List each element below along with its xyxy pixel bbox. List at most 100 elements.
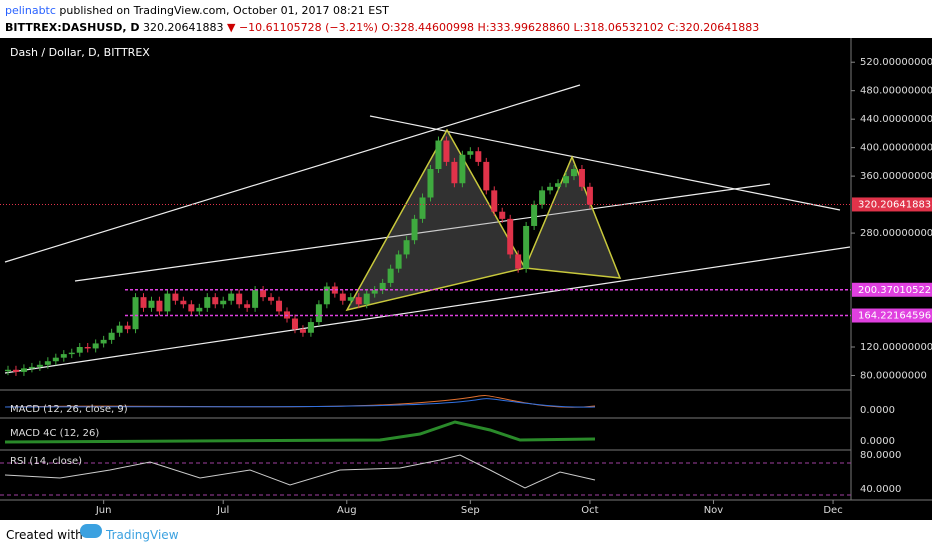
candle <box>156 300 163 312</box>
x-tick-label: Oct <box>581 505 598 516</box>
macd4c-hist <box>4 420 596 444</box>
price-label: 164.22164596 <box>858 311 931 322</box>
candle <box>467 151 474 155</box>
candle <box>212 297 219 305</box>
candle <box>260 290 267 298</box>
indicator-title: MACD (12, 26, close, 9) <box>10 404 128 415</box>
y-tick-label: 280.00000000 <box>860 228 932 239</box>
candle <box>299 329 306 333</box>
candle <box>555 183 562 187</box>
candle <box>339 293 346 301</box>
change: ▼ −10.61105728 (−3.21%) <box>226 21 378 34</box>
candle <box>276 300 283 312</box>
candle <box>419 197 426 219</box>
background <box>0 38 932 520</box>
open: O:328.44600998 <box>381 21 475 34</box>
x-tick-label: Dec <box>823 505 842 516</box>
candle <box>84 346 91 349</box>
candle <box>443 140 450 162</box>
x-tick-label: Nov <box>704 505 724 516</box>
candle <box>499 211 506 219</box>
price-label-bg <box>852 282 932 297</box>
price: 320.20641883 <box>143 21 224 34</box>
indicator-tick: 0.0000 <box>860 405 895 416</box>
indicator-tick: 0.0000 <box>860 436 895 447</box>
candle <box>539 190 546 205</box>
candle <box>172 293 179 301</box>
pattern-triangle <box>345 128 527 312</box>
candle <box>395 254 402 269</box>
price-label-bg <box>852 308 932 323</box>
candle <box>12 369 19 372</box>
price-label: 320.20641883 <box>858 199 931 210</box>
y-tick-label: 400.00000000 <box>860 143 932 154</box>
candle <box>124 325 131 330</box>
publish-line: pelinabtc published on TradingView.com, … <box>5 4 389 17</box>
candle <box>148 300 155 308</box>
symbol-line: BITTREX:DASHUSD, D 320.20641883 ▼ −10.61… <box>5 21 759 34</box>
x-tick-label: Sep <box>461 505 480 516</box>
candle <box>379 282 386 291</box>
candle <box>523 225 530 269</box>
brand[interactable]: TradingView <box>106 528 179 542</box>
low: L:318.06532102 <box>573 21 664 34</box>
candle <box>307 322 314 333</box>
candle <box>236 293 243 305</box>
candle <box>570 169 577 177</box>
candle <box>76 346 83 353</box>
candle <box>36 364 43 367</box>
candle <box>180 300 187 305</box>
indicator-tick: 80.0000 <box>860 450 901 461</box>
candle <box>28 366 35 369</box>
indicator-tick: 40.0000 <box>860 484 901 495</box>
candle <box>52 357 59 362</box>
candle <box>435 140 442 170</box>
candle <box>491 190 498 212</box>
candle <box>228 293 235 301</box>
candle <box>108 332 115 340</box>
candle <box>411 218 418 241</box>
indicator-title: RSI (14, close) <box>10 456 82 467</box>
candle <box>196 307 203 312</box>
candle <box>515 254 522 269</box>
rsi-line <box>4 454 596 489</box>
candle <box>92 343 99 349</box>
candle <box>291 318 298 330</box>
candle <box>204 297 211 308</box>
pattern <box>345 128 622 312</box>
candle <box>451 161 458 184</box>
candle <box>547 186 554 191</box>
candle <box>371 290 378 294</box>
y-tick-label: 80.00000000 <box>860 370 927 381</box>
candle <box>244 304 251 308</box>
candle <box>347 297 354 301</box>
candle <box>140 297 147 308</box>
candle <box>268 297 275 301</box>
candle <box>315 304 322 323</box>
y-tick-label: 480.00000000 <box>860 86 932 97</box>
candle <box>459 154 466 184</box>
candle <box>483 161 490 191</box>
candle <box>531 204 538 226</box>
candle <box>4 369 11 372</box>
candle <box>323 286 330 305</box>
price-label-bg <box>852 197 932 212</box>
trend-line <box>74 183 771 282</box>
footer: Created with TradingView <box>0 520 932 550</box>
published: published on TradingView.com, October 01… <box>59 4 389 17</box>
logo <box>80 524 102 538</box>
candle <box>475 151 482 162</box>
indicator-title: MACD 4C (12, 26) <box>10 428 99 439</box>
close: C:320.20641883 <box>667 21 760 34</box>
x-tick-label: Aug <box>337 505 357 516</box>
header: pelinabtc published on TradingView.com, … <box>0 0 932 38</box>
price-label: 200.37010522 <box>858 285 931 296</box>
candle <box>507 218 514 255</box>
candle <box>60 354 67 358</box>
high: H:333.99628860 <box>477 21 571 34</box>
author[interactable]: pelinabtc <box>5 4 56 17</box>
candle <box>355 297 362 305</box>
candle <box>116 325 123 333</box>
y-tick-label: 120.00000000 <box>860 342 932 353</box>
